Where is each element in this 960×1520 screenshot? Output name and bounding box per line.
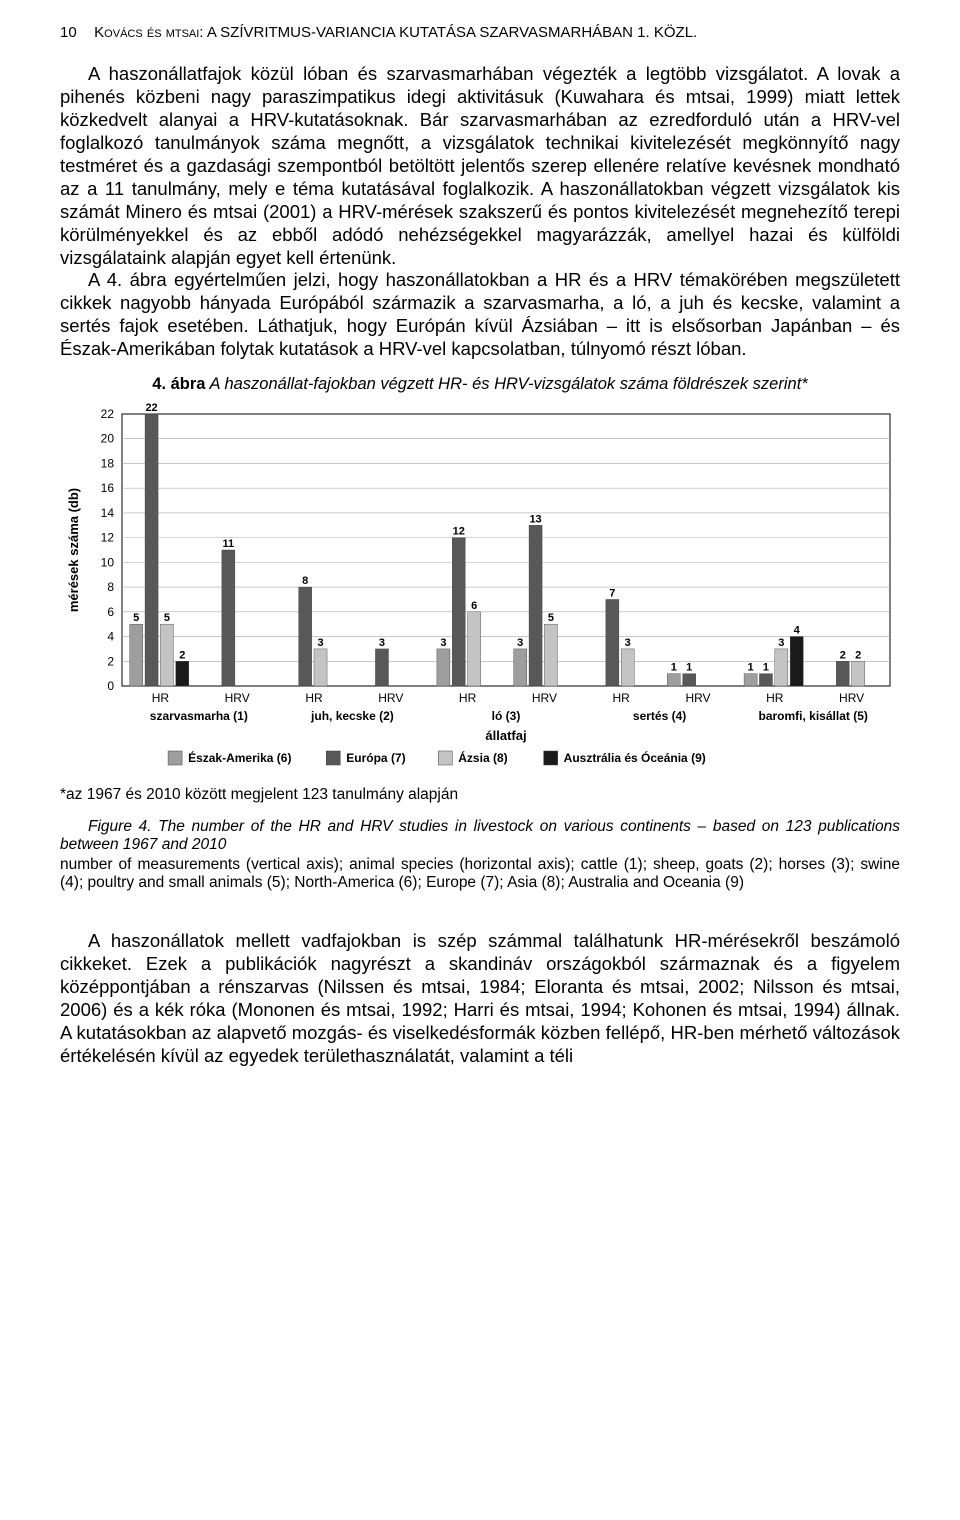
svg-text:3: 3 (379, 637, 385, 649)
figure4-caption-top: 4. ábra A haszonállat-fajokban végzett H… (60, 375, 900, 394)
svg-text:HR: HR (766, 691, 784, 705)
svg-text:HRV: HRV (532, 691, 557, 705)
svg-text:juh, kecske (2): juh, kecske (2) (310, 709, 394, 723)
svg-text:2: 2 (840, 649, 846, 661)
svg-text:szarvasmarha (1): szarvasmarha (1) (150, 709, 248, 723)
figure4-caption-text: A haszonállat-fajokban végzett HR- és HR… (209, 375, 807, 393)
svg-text:3: 3 (625, 637, 631, 649)
svg-text:16: 16 (101, 481, 115, 495)
figure4-chart: 0246810121416182022mérések száma (db)522… (60, 402, 900, 782)
svg-text:állatfaj: állatfaj (485, 728, 526, 743)
svg-text:1: 1 (671, 662, 677, 674)
svg-text:HRV: HRV (225, 691, 250, 705)
svg-text:22: 22 (145, 402, 157, 414)
paragraph-3: A haszonállatok mellett vadfajokban is s… (60, 930, 900, 1068)
svg-text:12: 12 (101, 531, 115, 545)
bar-chart-svg: 0246810121416182022mérések száma (db)522… (60, 402, 900, 782)
svg-text:Ázsia (8): Ázsia (8) (458, 750, 507, 765)
figure4-label: 4. ábra (152, 375, 205, 393)
svg-text:4: 4 (794, 625, 801, 637)
svg-text:2: 2 (107, 654, 114, 668)
svg-text:1: 1 (748, 662, 754, 674)
figure4-footnote: *az 1967 és 2010 között megjelent 123 ta… (60, 786, 900, 804)
svg-text:baromfi, kisállat (5): baromfi, kisállat (5) (759, 709, 868, 723)
svg-text:HR: HR (459, 691, 477, 705)
svg-text:Európa (7): Európa (7) (346, 751, 405, 765)
svg-text:1: 1 (686, 662, 692, 674)
svg-text:8: 8 (302, 575, 308, 587)
svg-text:12: 12 (453, 526, 465, 538)
figure4-bottom-text: The number of the HR and HRV studies in … (60, 818, 900, 853)
svg-text:14: 14 (101, 506, 115, 520)
svg-text:HR: HR (152, 691, 170, 705)
paragraph-2: A 4. ábra egyértelműen jelzi, hogy haszo… (60, 269, 900, 361)
svg-text:11: 11 (223, 538, 235, 550)
svg-text:Ausztrália és Óceánia (9): Ausztrália és Óceánia (9) (564, 750, 706, 765)
svg-text:7: 7 (609, 588, 615, 600)
figure4-bottom-label: Figure 4. (88, 818, 152, 835)
figure4-legend-text: number of measurements (vertical axis); … (60, 856, 900, 892)
svg-text:0: 0 (107, 679, 114, 693)
svg-text:2: 2 (179, 649, 185, 661)
svg-text:sertés (4): sertés (4) (633, 709, 686, 723)
svg-text:18: 18 (101, 457, 115, 471)
svg-text:3: 3 (440, 637, 446, 649)
svg-text:13: 13 (529, 513, 541, 525)
svg-text:6: 6 (471, 600, 477, 612)
svg-text:Észak-Amerika (6): Észak-Amerika (6) (188, 750, 291, 765)
svg-text:3: 3 (517, 637, 523, 649)
paragraph-1: A haszonállatfajok közül lóban és szarva… (60, 63, 900, 269)
svg-text:HRV: HRV (839, 691, 864, 705)
svg-text:HRV: HRV (378, 691, 403, 705)
svg-text:HR: HR (305, 691, 323, 705)
svg-text:2: 2 (855, 649, 861, 661)
svg-text:3: 3 (778, 637, 784, 649)
svg-text:5: 5 (133, 612, 139, 624)
svg-text:4: 4 (107, 630, 114, 644)
svg-text:6: 6 (107, 605, 114, 619)
svg-text:3: 3 (317, 637, 323, 649)
running-header: 10 Kovács és mtsai: A SZÍVRITMUS-VARIANC… (60, 24, 900, 41)
svg-text:HR: HR (613, 691, 631, 705)
svg-text:10: 10 (101, 556, 115, 570)
svg-text:HRV: HRV (685, 691, 710, 705)
svg-text:22: 22 (101, 407, 115, 421)
svg-text:ló (3): ló (3) (492, 709, 521, 723)
running-title: Kovács és mtsai: A SZÍVRITMUS-VARIANCIA … (94, 24, 697, 41)
figure4-caption-bottom: Figure 4. The number of the HR and HRV s… (60, 818, 900, 854)
svg-text:20: 20 (101, 432, 115, 446)
svg-text:5: 5 (548, 612, 554, 624)
svg-text:mérések száma (db): mérések száma (db) (66, 488, 81, 612)
svg-text:1: 1 (763, 662, 769, 674)
svg-text:5: 5 (164, 612, 170, 624)
page-number: 10 (60, 24, 90, 41)
svg-text:8: 8 (107, 580, 114, 594)
